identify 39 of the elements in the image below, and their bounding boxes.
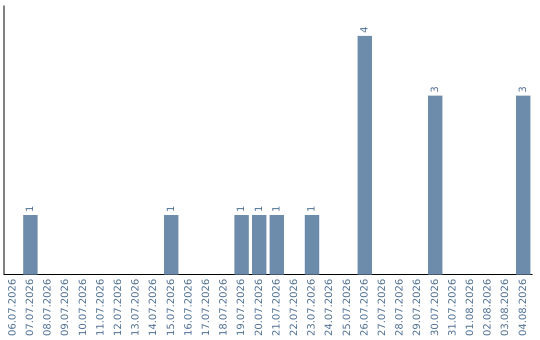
x-tick-label: 29.07.2026 xyxy=(412,278,424,336)
x-tick-label: 01.08.2026 xyxy=(464,278,476,336)
x-tick-label: 18.07.2026 xyxy=(218,278,230,336)
x-tick-label: 12.07.2026 xyxy=(112,278,124,336)
data-label: 1 xyxy=(166,206,177,212)
x-tick-label: 06.07.2026 xyxy=(7,278,18,336)
x-tick-label: 15.07.2026 xyxy=(166,278,177,336)
x-tick-label: 24.07.2026 xyxy=(324,278,336,336)
x-tick-label: 17.07.2026 xyxy=(200,278,212,336)
x-tick-label: 22.07.2026 xyxy=(288,278,300,336)
x-tick-label: 25.07.2026 xyxy=(342,278,353,336)
x-tick-label: 03.08.2026 xyxy=(500,278,512,336)
x-tick-label: 14.07.2026 xyxy=(148,278,160,336)
x-tick-label: 28.07.2026 xyxy=(394,278,406,336)
x-tick-label: 21.07.2026 xyxy=(271,278,282,336)
x-tick-label: 31.07.2026 xyxy=(447,278,458,336)
x-tick-label: 02.08.2026 xyxy=(482,278,494,336)
x-tick-label: 23.07.2026 xyxy=(306,278,318,336)
data-label: 3 xyxy=(518,86,529,93)
data-label: 1 xyxy=(271,206,282,212)
x-tick-label: 13.07.2026 xyxy=(130,278,142,336)
x-tick-label: 26.07.2026 xyxy=(359,278,370,336)
data-label: 3 xyxy=(430,86,441,93)
data-label: 1 xyxy=(236,206,248,212)
x-tick-label: 11.07.2026 xyxy=(95,278,106,336)
x-tick-label: 09.07.2026 xyxy=(60,278,72,336)
data-label: 4 xyxy=(359,26,370,33)
x-tick-label: 10.07.2026 xyxy=(78,278,89,336)
x-tick-label: 04.08.2026 xyxy=(518,278,529,336)
x-tick-label: 16.07.2026 xyxy=(183,278,194,336)
data-label: 1 xyxy=(24,206,36,212)
x-tick-label: 19.07.2026 xyxy=(236,278,248,336)
x-tick-label: 08.07.2026 xyxy=(42,278,54,336)
x-tick-label: 20.07.2026 xyxy=(254,278,265,336)
data-label: 1 xyxy=(254,206,265,212)
data-label: 1 xyxy=(306,206,318,212)
x-tick-label: 30.07.2026 xyxy=(430,278,441,336)
x-tick-label: 07.07.2026 xyxy=(24,278,36,336)
x-tick-label: 27.07.2026 xyxy=(376,278,388,336)
